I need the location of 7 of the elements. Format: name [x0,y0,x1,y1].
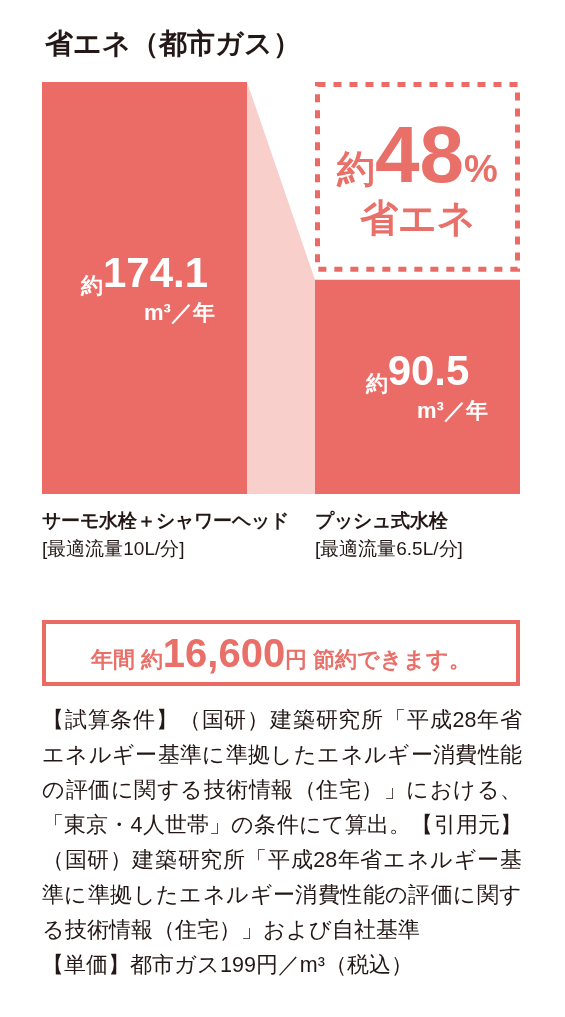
x-tick-label: サーモ水栓＋シャワーヘッド [最適流量10L/分] [42,509,289,559]
text: 【単価】都市ガス199円／m³（税込） [42,952,414,979]
annotation: 約48% 省エネ [337,110,498,240]
text: 年間 約16,600円 節約できます。 [90,631,472,675]
x-tick-label: プッシュ式水栓 [最適流量6.5L/分] [315,509,463,559]
chart-title: 省エネ（都市ガス） [44,27,301,59]
text: 【試算条件】（国研）建築研究所「平成28年省エネルギー基準に準拠したエネルギー消費性能の評価に関する技術情報（住宅）」における、「東京・4人世帯」の条件にて算出。【引用元】（国研）建築研究所「平成28年省エネルギー基準に準拠したエネルギー消費性能の評価に関する技術情報（住宅）」および自社基準 [42,707,522,944]
